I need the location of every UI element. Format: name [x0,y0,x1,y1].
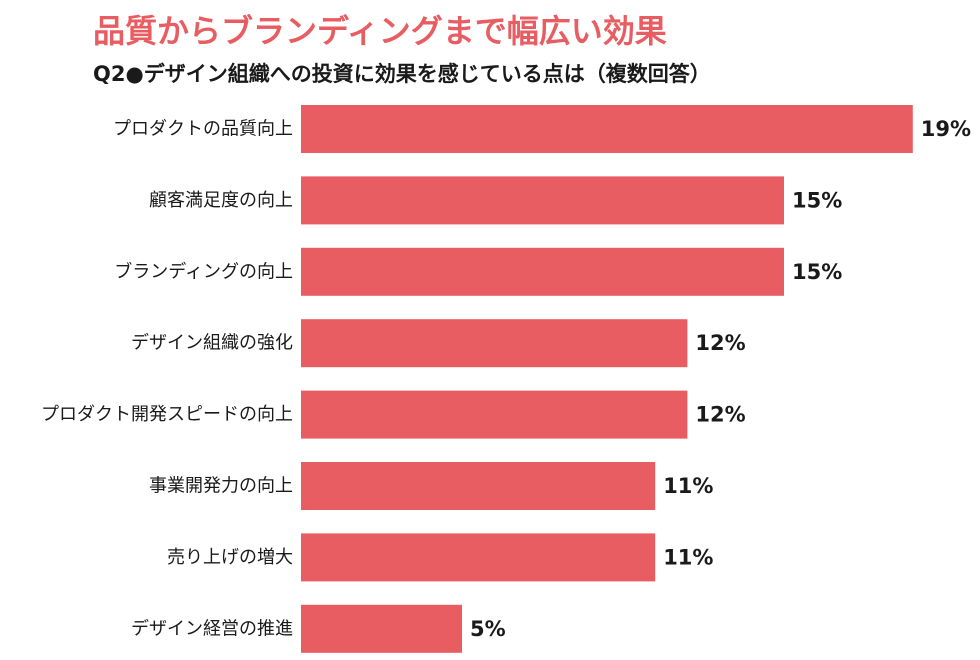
category-label: プロダクトの品質向上 [113,119,293,140]
category-label: 売り上げの増大 [167,547,293,568]
bar [301,604,462,653]
bar [301,105,913,153]
bar [301,533,656,582]
bar [301,319,688,368]
value-label: 5% [470,617,506,641]
value-label: 19% [921,117,971,141]
bar [301,390,688,439]
category-label: デザイン組織の強化 [131,333,293,354]
category-label: ブランディングの向上 [114,260,293,282]
value-label: 15% [792,260,842,284]
chart-title: 品質からブランディングまで幅広い効果 [93,12,667,50]
bar [301,247,784,296]
chart-subtitle: Q2●デザイン組織への投資に効果を感じている点は（複数回答） [93,62,711,86]
category-label: プロダクト開発スピードの向上 [41,404,293,425]
value-label: 15% [792,188,842,212]
category-label: デザイン経営の推進 [131,618,293,639]
category-label: 顧客満足度の向上 [149,190,293,211]
bar [301,176,784,225]
category-label: 事業開発力の向上 [149,476,293,497]
value-label: 12% [695,331,745,355]
value-label: 12% [695,403,745,427]
value-label: 11% [663,545,713,569]
bar [301,462,656,510]
value-label: 11% [663,474,713,498]
